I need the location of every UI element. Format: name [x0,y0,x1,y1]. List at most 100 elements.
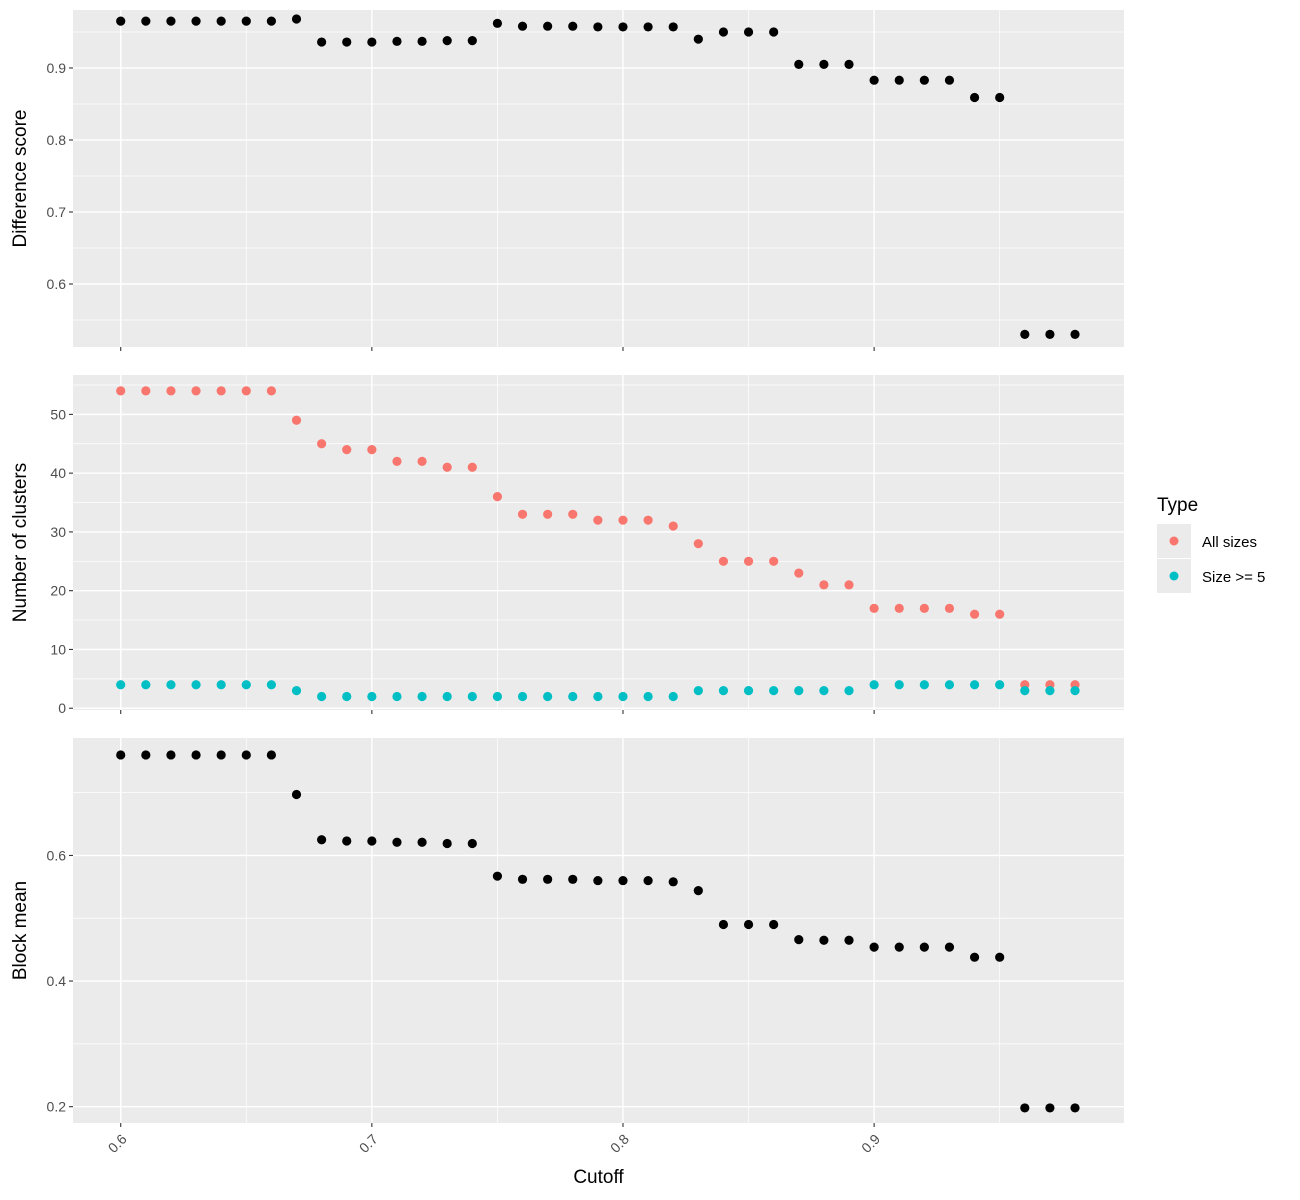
data-point [1070,329,1080,339]
x-tick-label: 0.7 [356,1131,381,1156]
data-point [392,691,402,702]
data-point [241,386,251,396]
panel-background [73,10,1124,347]
y-tick-label: 0.2 [47,1099,67,1115]
data-point [191,16,201,26]
data-point [166,750,176,760]
data-point [543,874,553,884]
data-point [668,691,678,702]
x-tick-label: 0.8 [607,1131,632,1156]
data-point [266,16,276,26]
data-point [116,386,126,396]
data-point [969,680,980,690]
data-point [417,36,427,46]
data-point [1045,1103,1055,1113]
data-point [216,386,226,396]
data-point [944,680,955,690]
data-point [342,836,352,846]
data-point [568,509,578,519]
data-point [141,680,151,690]
data-point [467,838,477,849]
data-point [819,935,829,945]
data-point [593,515,603,525]
y-tick-label: 10 [50,641,66,657]
panel-background [73,375,1124,710]
data-point [794,568,804,578]
data-point [317,439,327,449]
data-point [844,59,854,69]
data-point [367,37,377,47]
panel-clusters: 0 10 20 30 40 50 Number of clusters [10,375,1124,716]
data-point [492,492,503,502]
data-point [769,686,779,696]
data-point [317,835,327,845]
data-point [869,942,879,952]
data-point [467,36,477,46]
data-point [543,691,553,702]
y-tick-label: 0 [58,700,66,716]
y-tick-label: 40 [50,465,66,481]
data-point [342,445,352,455]
y-tick-label: 20 [50,583,66,599]
data-point [367,445,377,455]
data-point [241,16,251,26]
data-point [241,680,251,690]
data-point [944,75,955,85]
data-point [367,836,377,846]
data-point [291,14,302,24]
data-point [392,456,402,466]
data-point [995,92,1005,103]
data-point [618,875,628,886]
panel-difference: 0.6 0.7 0.8 0.9 Difference score [10,10,1124,351]
y-tick-label: 0.4 [47,973,67,989]
y-axis-title: Number of clusters [10,463,31,622]
data-point [844,580,854,590]
data-point [693,886,703,896]
data-point [492,871,503,881]
data-point [216,680,226,690]
data-point [266,680,276,690]
data-point [743,919,754,930]
data-point [995,609,1005,619]
data-point [291,415,302,425]
data-point [919,680,929,690]
data-point [1045,686,1055,696]
data-point [442,462,452,472]
data-point [969,609,980,619]
data-point [718,27,729,37]
data-point [116,16,126,26]
data-point [643,691,653,702]
x-tick-label: 0.6 [105,1131,130,1156]
data-point [442,36,452,46]
y-tick-label: 0.6 [47,276,67,292]
data-point [1020,1103,1030,1113]
data-point [718,919,729,930]
data-point [693,686,703,696]
data-point [291,686,302,696]
data-point [819,580,829,590]
data-point [593,22,603,32]
x-axis-title: Cutoff [573,1167,624,1188]
data-point [894,75,904,85]
y-tick-label: 0.7 [47,204,67,220]
data-point [467,691,477,702]
data-point [819,59,829,69]
data-point [643,875,653,886]
data-point [919,75,929,85]
legend-label-all-sizes: All sizes [1202,534,1257,551]
data-point [894,603,904,613]
x-tick-label: 0.9 [858,1131,883,1156]
data-point [769,919,779,930]
data-point [543,509,553,519]
series-panel-block [116,750,1080,1113]
data-point [969,952,980,962]
data-point [467,462,477,472]
data-point [266,750,276,760]
data-point [568,21,578,31]
legend-key-all-sizes [1169,536,1179,546]
data-point [869,75,879,85]
data-point [1070,686,1080,696]
data-point [1045,329,1055,339]
data-point [769,27,779,37]
data-point [442,838,452,849]
